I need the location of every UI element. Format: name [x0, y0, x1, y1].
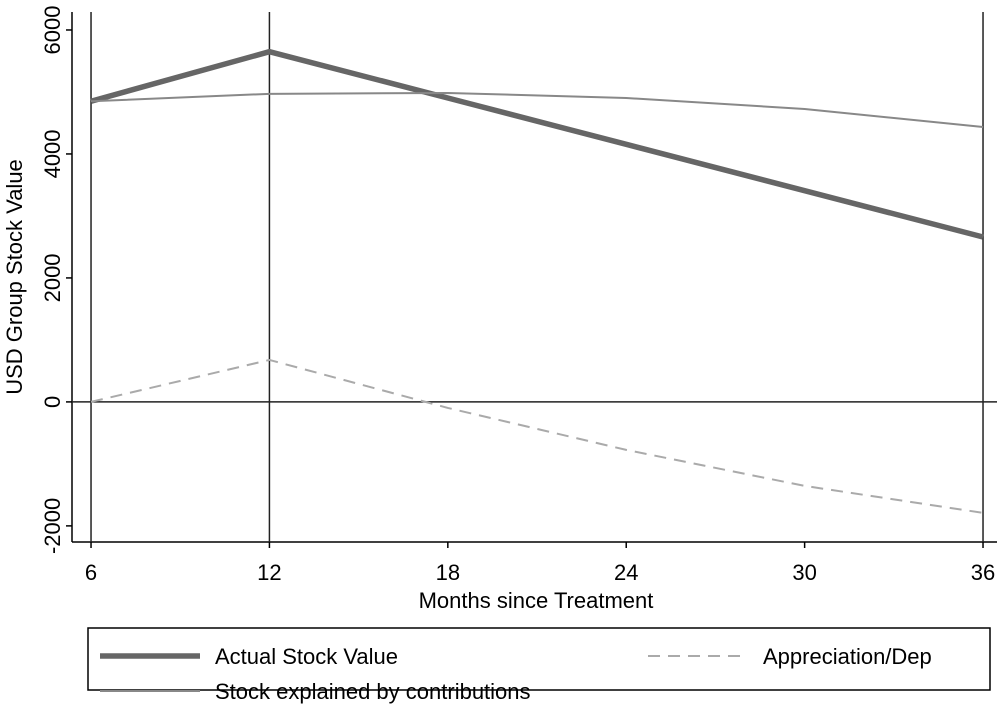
y-tick-label: 2000 — [40, 253, 65, 302]
series-line — [90, 48, 984, 240]
legend-label: Actual Stock Value — [215, 644, 398, 669]
y-tick-label: 0 — [40, 396, 65, 408]
y-axis-title: USD Group Stock Value — [2, 159, 27, 395]
x-tick-label: 36 — [971, 560, 995, 585]
x-tick-label: 12 — [257, 560, 281, 585]
legend-label: Appreciation/Dep — [763, 644, 932, 669]
y-tick-label: 6000 — [40, 6, 65, 55]
series-line — [90, 358, 984, 514]
legend-label: Stock explained by contributions — [215, 679, 531, 704]
x-tick-label: 24 — [614, 560, 638, 585]
y-tick-label: -2000 — [40, 498, 65, 554]
series-line — [90, 91, 984, 128]
x-tick-label: 6 — [85, 560, 97, 585]
x-tick-label: 30 — [792, 560, 816, 585]
y-tick-label: 4000 — [40, 129, 65, 178]
x-tick-label: 18 — [436, 560, 460, 585]
legend — [87, 627, 991, 691]
x-axis-title: Months since Treatment — [419, 588, 654, 613]
